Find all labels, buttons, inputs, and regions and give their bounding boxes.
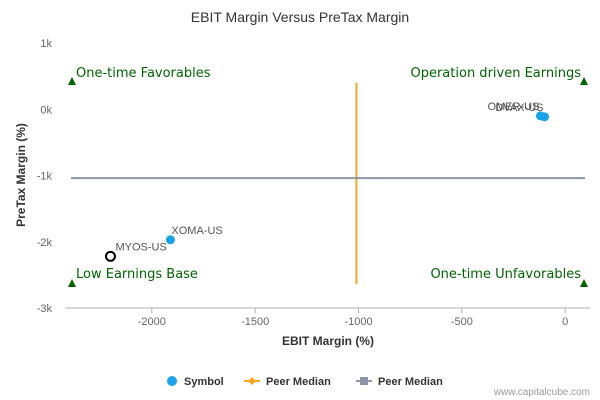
chart-title: EBIT Margin Versus PreTax Margin <box>191 9 409 25</box>
data-point-xoma-us <box>165 235 175 245</box>
credit-text: www.capitalcube.com <box>493 387 590 398</box>
x-axis-ticks: -2000 -1500 -1000 -500 0 <box>138 308 568 328</box>
quadrant-label-top-right: Operation driven Earnings <box>410 66 581 81</box>
legend-marker-symbol <box>167 376 177 386</box>
legend-marker-peer-median-x <box>248 377 256 385</box>
data-point-dvax-us <box>540 112 550 122</box>
x-tick-label: -1000 <box>344 316 372 328</box>
data-point-myos-us <box>104 250 116 262</box>
data-label-dvax-us: DVAX-US <box>495 102 543 114</box>
plot-area: -2000 -1500 -1000 -500 0 1k 0k -1k -2k -3k One-t… <box>37 38 590 328</box>
quadrant-labels: One-time Favorables Operation driven Earn… <box>68 66 588 287</box>
x-axis-title: EBIT Margin (%) <box>282 334 374 348</box>
quadrant-marker-top-right <box>580 77 588 85</box>
quadrant-label-bottom-right: One-time Unfavorables <box>430 267 581 282</box>
x-tick-label: 0 <box>562 316 568 328</box>
legend-label: Peer Median <box>378 376 443 388</box>
x-tick-label: -2000 <box>138 316 166 328</box>
quadrant-marker-bottom-left <box>68 279 76 287</box>
quadrant-label-top-left: One-time Favorables <box>76 66 211 81</box>
y-axis-ticks: 1k 0k -1k -2k -3k <box>37 38 53 315</box>
quadrant-marker-bottom-right <box>580 279 588 287</box>
x-tick-label: -500 <box>451 316 473 328</box>
data-label-myos-us: MYOS-US <box>115 241 166 253</box>
y-tick-label: -1k <box>37 171 53 183</box>
quadrant-marker-top-left <box>68 77 76 85</box>
y-tick-label: 1k <box>40 38 52 50</box>
y-tick-label: -3k <box>37 303 53 315</box>
quadrant-label-bottom-left: Low Earnings Base <box>76 267 198 282</box>
data-label-xoma-us: XOMA-US <box>171 225 222 237</box>
legend-marker-peer-median-y <box>360 377 368 385</box>
peer-median-lines <box>71 82 585 285</box>
data-label-omer-us: OMER-US <box>487 101 539 113</box>
y-tick-label: -2k <box>37 237 53 249</box>
x-tick-label: -1500 <box>241 316 269 328</box>
y-tick-label: 0k <box>40 104 52 116</box>
legend-label: Peer Median <box>266 376 331 388</box>
chart-legend: Symbol Peer Median Peer Median <box>167 376 443 388</box>
y-axis-title: PreTax Margin (%) <box>14 123 28 227</box>
legend-label: Symbol <box>184 376 224 388</box>
